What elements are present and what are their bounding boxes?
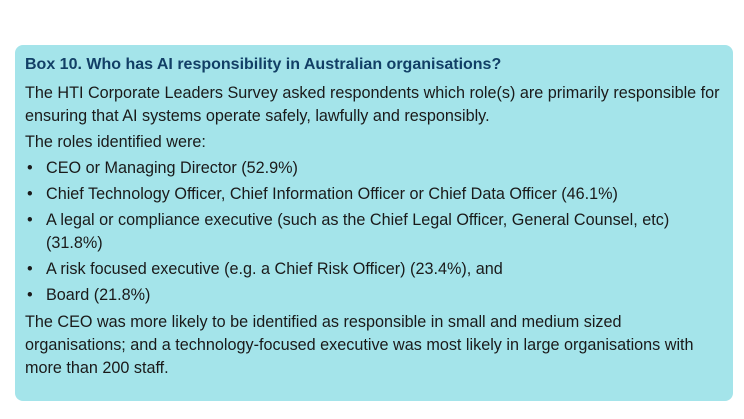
list-item-text: Board (21.8%) xyxy=(46,286,151,304)
lead-in-paragraph: The roles identified were: xyxy=(25,133,206,151)
list-item-text: A legal or compliance executive (such as… xyxy=(46,211,670,252)
box-title: Box 10. Who has AI responsibility in Aus… xyxy=(25,56,502,73)
conclusion-paragraph: The CEO was more likely to be identified… xyxy=(25,313,694,377)
list-item-text: A risk focused executive (e.g. a Chief R… xyxy=(46,260,503,278)
list-item: • Board (21.8%) xyxy=(25,284,721,307)
intro-paragraph: The HTI Corporate Leaders Survey asked r… xyxy=(25,84,720,125)
bullet-icon: • xyxy=(27,260,33,278)
roles-list: • CEO or Managing Director (52.9%) • Chief… xyxy=(25,157,721,307)
bullet-icon: • xyxy=(27,185,33,203)
list-item: • Chief Technology Officer, Chief Informa… xyxy=(25,183,721,206)
list-item-text: Chief Technology Officer, Chief Informat… xyxy=(46,185,618,203)
list-item: • A risk focused executive (e.g. a Chief … xyxy=(25,258,721,281)
list-item-text: CEO or Managing Director (52.9%) xyxy=(46,159,298,177)
info-box: Box 10. Who has AI responsibility in Aus… xyxy=(15,45,733,401)
bullet-icon: • xyxy=(27,286,33,304)
bullet-icon: • xyxy=(27,211,33,229)
list-item: • A legal or compliance executive (such a… xyxy=(25,209,721,255)
list-item: • CEO or Managing Director (52.9%) xyxy=(25,157,721,180)
bullet-icon: • xyxy=(27,159,33,177)
